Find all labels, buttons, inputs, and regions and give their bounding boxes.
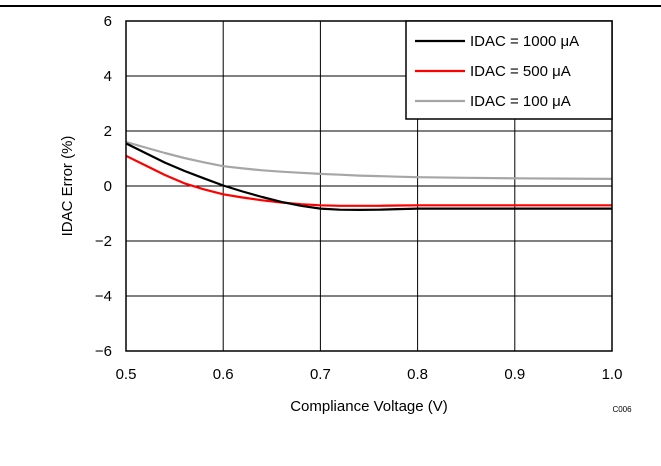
- x-tick-label: 0.6: [213, 366, 234, 383]
- series-line: [125, 142, 612, 211]
- figure-code: C006: [612, 405, 632, 414]
- y-tick-labels: −6 −4 −2 0 2 4 6: [95, 13, 112, 360]
- legend: IDAC = 1000 μA IDAC = 500 μA IDAC = 100 μA: [405, 20, 613, 120]
- y-tick-label: 2: [104, 123, 112, 140]
- series-line: [125, 154, 612, 207]
- plot-frame: [125, 20, 613, 352]
- x-tick-label: 0.7: [310, 366, 331, 383]
- legend-label: IDAC = 100 μA: [470, 93, 571, 110]
- x-tick-label: 0.8: [407, 366, 428, 383]
- y-axis-title: IDAC Error (%): [59, 136, 76, 237]
- series-lines: [125, 140, 613, 211]
- series-line: [125, 140, 613, 180]
- legend-label: IDAC = 1000 μA: [470, 33, 579, 50]
- x-tick-label: 0.9: [504, 366, 525, 383]
- x-axis-title: Compliance Voltage (V): [290, 398, 448, 415]
- y-tick-label: −4: [95, 288, 112, 305]
- grid: [126, 21, 612, 351]
- x-tick-labels: 0.5 0.6 0.7 0.8 0.9 1.0: [116, 366, 623, 383]
- x-tick-label: 0.5: [116, 366, 137, 383]
- top-rule: [0, 5, 661, 7]
- legend-label: IDAC = 500 μA: [470, 63, 571, 80]
- x-tick-label: 1.0: [602, 366, 623, 383]
- y-tick-label: −2: [95, 233, 112, 250]
- y-tick-label: −6: [95, 343, 112, 360]
- y-tick-label: 4: [104, 68, 112, 85]
- y-tick-label: 0: [104, 178, 112, 195]
- y-tick-label: 6: [104, 13, 112, 30]
